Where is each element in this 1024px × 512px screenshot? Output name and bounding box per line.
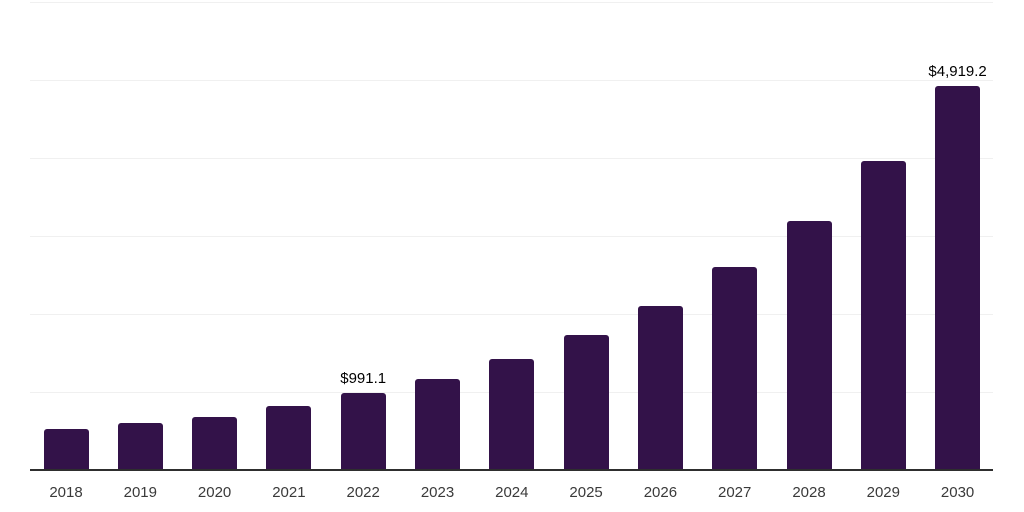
bar-2025[interactable]	[563, 335, 609, 470]
bar-2018[interactable]	[43, 429, 89, 470]
x-axis-label-2020: 2020	[197, 484, 232, 501]
bar-2023[interactable]	[415, 379, 460, 470]
bar-2020[interactable]	[192, 416, 238, 470]
gridline-3000	[30, 236, 993, 237]
x-axis-label-2030: 2030	[940, 484, 975, 501]
x-axis-label-2028: 2028	[792, 484, 826, 501]
x-axis-label-2018: 2018	[49, 484, 83, 501]
gridline-4000	[30, 158, 993, 159]
gridline-5000	[30, 80, 993, 81]
bar-2026[interactable]	[637, 306, 683, 470]
x-axis-label-2022: 2022	[346, 484, 380, 501]
x-axis-label-2025: 2025	[569, 484, 603, 501]
x-axis-label-2024: 2024	[495, 484, 529, 501]
gridline-6000	[30, 2, 993, 3]
x-axis-label-2027: 2027	[718, 484, 752, 501]
data-label-2030: $4,919.2	[928, 63, 987, 81]
x-axis-label-2023: 2023	[420, 484, 455, 501]
bar-2022[interactable]	[340, 392, 386, 470]
x-axis-label-2021: 2021	[272, 484, 306, 501]
bar-2019[interactable]	[117, 422, 163, 470]
x-axis-label-2029: 2029	[866, 484, 900, 501]
x-axis-label-2026: 2026	[643, 484, 678, 501]
bar-2027[interactable]	[712, 267, 758, 470]
bar-2030[interactable]	[935, 86, 981, 470]
data-label-2022: $991.1	[340, 369, 387, 387]
gridline-2000	[30, 314, 993, 315]
bar-2024[interactable]	[489, 359, 535, 470]
bar-2021[interactable]	[266, 405, 312, 470]
bar-2028[interactable]	[786, 221, 832, 470]
x-axis-line	[30, 469, 993, 471]
bar-2029[interactable]	[860, 161, 906, 470]
x-axis-label-2019: 2019	[123, 484, 157, 501]
